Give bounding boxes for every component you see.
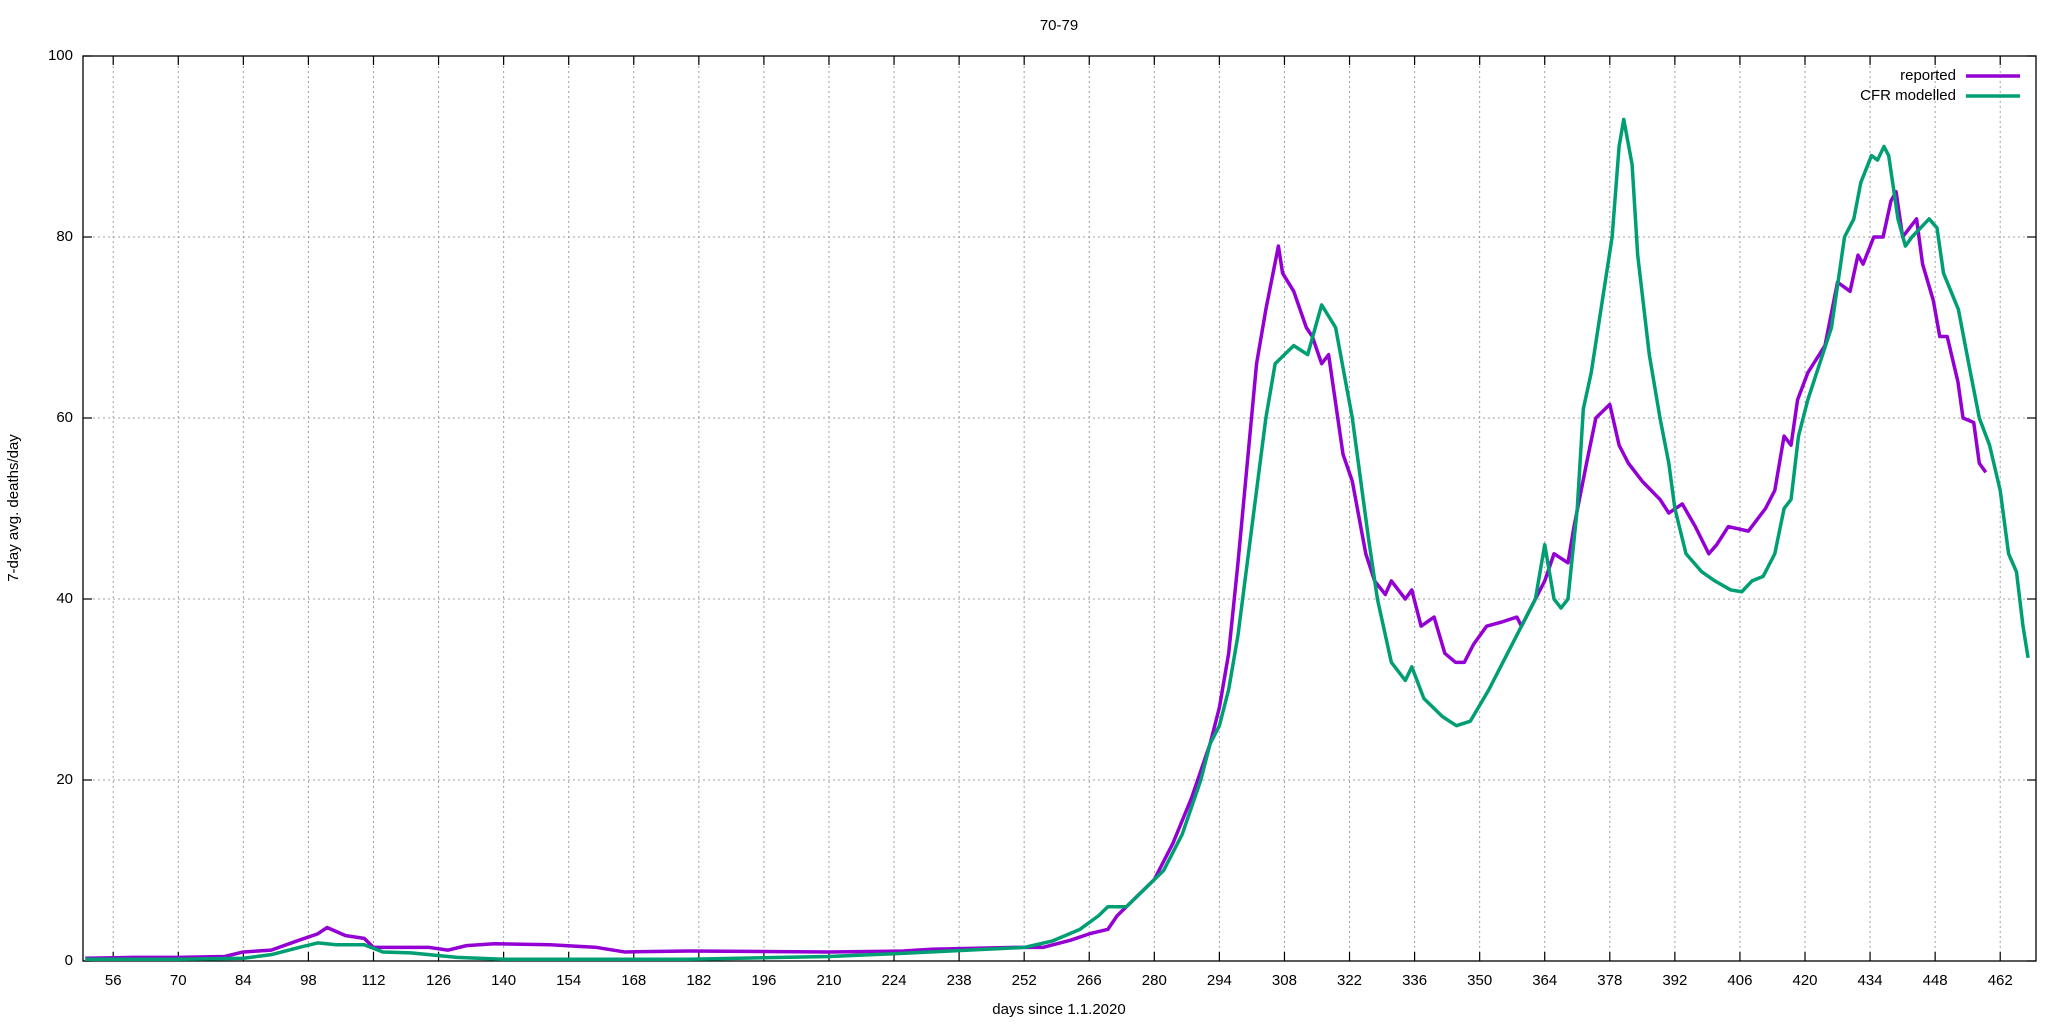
y-tick-label: 60 xyxy=(56,409,73,426)
x-tick-label: 252 xyxy=(1012,972,1037,989)
x-tick-label: 322 xyxy=(1337,972,1362,989)
x-tick-label: 56 xyxy=(105,972,122,989)
x-tick-label: 112 xyxy=(362,972,386,989)
x-tick-label: 448 xyxy=(1923,972,1948,989)
x-tick-label: 266 xyxy=(1077,972,1102,989)
y-tick-label: 40 xyxy=(56,590,73,607)
series-line xyxy=(85,117,2030,961)
x-tick-label: 84 xyxy=(235,972,252,989)
x-tick-label: 392 xyxy=(1662,972,1687,989)
y-tick-label: 20 xyxy=(56,771,73,788)
x-tick-label: 336 xyxy=(1402,972,1427,989)
x-tick-label: 462 xyxy=(1988,972,2013,989)
x-tick-label: 406 xyxy=(1727,972,1752,989)
x-axis-label: days since 1.1.2020 xyxy=(992,1001,1125,1018)
legend-label: CFR modelled xyxy=(1860,87,1956,104)
x-tick-label: 168 xyxy=(621,972,646,989)
x-tick-label: 378 xyxy=(1597,972,1622,989)
x-tick-label: 364 xyxy=(1532,972,1557,989)
y-tick-label: 0 xyxy=(65,952,73,969)
x-tick-label: 126 xyxy=(426,972,451,989)
x-tick-label: 70 xyxy=(170,972,187,989)
x-tick-label: 140 xyxy=(491,972,516,989)
x-tick-label: 98 xyxy=(300,972,317,989)
x-tick-label: 308 xyxy=(1272,972,1297,989)
x-tick-label: 182 xyxy=(686,972,711,989)
y-axis-label: 7-day avg. deaths/day xyxy=(5,434,22,582)
x-tick-label: 350 xyxy=(1467,972,1492,989)
x-tick-label: 434 xyxy=(1858,972,1883,989)
x-tick-label: 196 xyxy=(751,972,776,989)
x-tick-label: 210 xyxy=(816,972,841,989)
x-tick-label: 238 xyxy=(947,972,972,989)
series-line xyxy=(85,190,1988,961)
x-tick-label: 280 xyxy=(1142,972,1167,989)
x-tick-label: 224 xyxy=(882,972,907,989)
plot-frame xyxy=(82,55,2037,962)
legend-label: reported xyxy=(1900,67,1956,84)
x-tick-label: 294 xyxy=(1207,972,1232,989)
y-tick-label: 100 xyxy=(48,47,73,64)
chart-title: 70-79 xyxy=(1040,17,1078,34)
y-tick-label: 80 xyxy=(56,228,73,245)
x-tick-label: 154 xyxy=(556,972,581,989)
x-tick-label: 420 xyxy=(1792,972,1817,989)
